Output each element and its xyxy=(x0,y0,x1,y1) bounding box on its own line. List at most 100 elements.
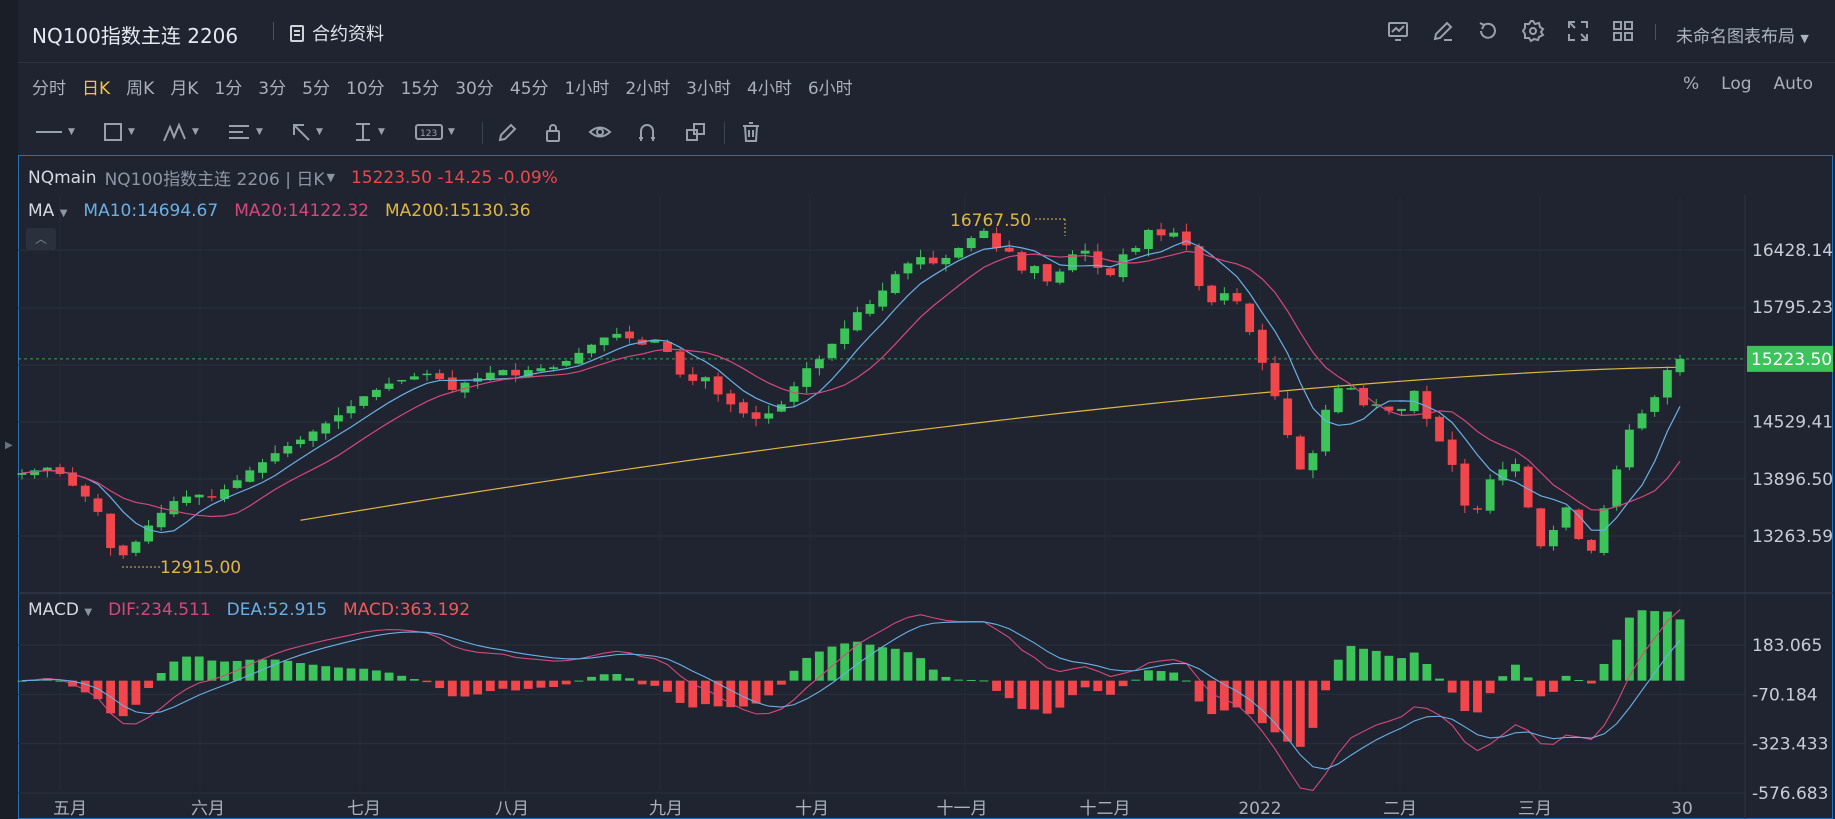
layout-label: 未命名图表布局 xyxy=(1676,27,1795,47)
rectangle-tool[interactable]: ▼ xyxy=(102,118,135,146)
clone-tool[interactable] xyxy=(684,118,708,146)
delete-tool[interactable] xyxy=(740,118,762,146)
time-axis-label: 三月 xyxy=(1518,799,1552,819)
candle-body xyxy=(701,377,710,382)
candle-body xyxy=(751,412,761,419)
candle-body xyxy=(903,263,913,274)
candle-body xyxy=(802,368,812,387)
fullscreen-icon[interactable] xyxy=(1565,18,1591,44)
candle-body xyxy=(1017,252,1027,271)
period-tab-7[interactable]: 10分 xyxy=(345,79,385,99)
edit-icon[interactable] xyxy=(1430,18,1456,44)
pattern-tool[interactable]: ▼ xyxy=(162,118,199,146)
refresh-icon[interactable] xyxy=(1475,18,1501,44)
period-tab-14[interactable]: 4小时 xyxy=(747,79,792,99)
macd-bar xyxy=(1637,610,1647,681)
measure-tool[interactable]: ▼ xyxy=(352,118,385,146)
scale-option-0[interactable]: % xyxy=(1682,74,1700,94)
macd-bar xyxy=(1207,680,1217,715)
visibility-tool[interactable] xyxy=(588,118,612,146)
period-tab-5[interactable]: 3分 xyxy=(258,79,287,99)
legend-name[interactable]: NQ100指数主连 2206 | 日K xyxy=(104,170,325,190)
candle-body xyxy=(30,470,40,476)
candle-body xyxy=(1143,229,1153,249)
pencil-tool[interactable] xyxy=(496,118,518,146)
candle-body xyxy=(1371,404,1381,406)
caret-down-icon[interactable]: ▼ xyxy=(326,171,335,184)
candle-body xyxy=(814,359,824,369)
period-tab-2[interactable]: 周K xyxy=(126,79,155,99)
macd-bar xyxy=(1156,671,1166,681)
period-tab-3[interactable]: 月K xyxy=(170,79,199,99)
lock-tool[interactable] xyxy=(542,118,564,146)
macd-bar xyxy=(688,680,698,708)
layout-selector[interactable]: 未命名图表布局 ▼ xyxy=(1676,22,1809,47)
candle-body xyxy=(1181,231,1191,246)
number-tool[interactable]: 123 ▼ xyxy=(414,118,455,146)
candle-body xyxy=(1093,251,1103,268)
period-tab-6[interactable]: 5分 xyxy=(302,79,330,99)
line-tool[interactable]: ▼ xyxy=(34,118,75,146)
symbol-title[interactable]: NQ100指数主连 2206 xyxy=(32,24,239,48)
arrow-tool[interactable]: ▼ xyxy=(290,118,323,146)
contract-info-button[interactable]: 合约资料 xyxy=(290,20,384,46)
settings-icon[interactable] xyxy=(1520,18,1546,44)
magnet-tool[interactable] xyxy=(636,118,658,146)
macd-bar xyxy=(612,674,622,681)
period-tab-8[interactable]: 15分 xyxy=(400,79,440,99)
macd-bar xyxy=(1308,680,1318,728)
candle-body xyxy=(1447,439,1457,465)
chart-icon[interactable] xyxy=(1385,18,1411,44)
candle-body xyxy=(536,368,546,372)
macd-label[interactable]: MACD ▼ xyxy=(28,600,93,620)
text-tool[interactable]: ▼ xyxy=(226,118,263,146)
left-collapse-strip[interactable]: ▶ xyxy=(0,0,18,819)
macd-bar xyxy=(928,669,938,681)
ma-label[interactable]: MA ▼ xyxy=(28,201,68,221)
candle-body xyxy=(1435,416,1444,442)
ma20-line xyxy=(21,250,1681,518)
macd-bar xyxy=(1295,680,1305,747)
legend-price: 15223.50 -14.25 -0.09% xyxy=(350,167,558,188)
scale-option-2[interactable]: Auto xyxy=(1773,74,1813,94)
macd-bar xyxy=(1080,680,1090,688)
period-tab-11[interactable]: 1小时 xyxy=(564,79,610,99)
candle-body xyxy=(789,386,799,402)
contract-info-label: 合约资料 xyxy=(312,24,384,45)
macd-bar xyxy=(1549,680,1558,692)
collapse-legend-button[interactable]: ︿ xyxy=(26,228,56,250)
candle-body xyxy=(220,489,229,499)
line-tool-icon xyxy=(36,131,62,133)
period-tab-1[interactable]: 日K xyxy=(82,79,111,99)
macd-bar xyxy=(1042,680,1052,714)
period-tab-15[interactable]: 6小时 xyxy=(807,79,853,99)
period-tab-0[interactable]: 分时 xyxy=(32,79,66,99)
candle-body xyxy=(283,445,293,454)
time-axis-label: 2022 xyxy=(1238,799,1281,819)
candle-body xyxy=(1536,508,1546,547)
macd-bar xyxy=(1662,611,1672,681)
magnet-icon xyxy=(639,124,655,141)
macd-bar xyxy=(814,651,824,681)
macd-bar xyxy=(954,679,964,681)
macd-bar xyxy=(916,658,926,681)
grid-icon[interactable] xyxy=(1610,18,1636,44)
period-tab-9[interactable]: 30分 xyxy=(455,79,494,99)
candle-body xyxy=(1637,413,1647,429)
expand-arrow-icon[interactable]: ▶ xyxy=(5,440,13,451)
period-tab-4[interactable]: 1分 xyxy=(214,79,243,99)
candle-body xyxy=(1245,303,1255,333)
period-tab-12[interactable]: 2小时 xyxy=(625,79,671,99)
ma20-value: MA20:14122.32 xyxy=(234,201,369,221)
time-axis-label: 七月 xyxy=(347,799,381,819)
macd-bar xyxy=(460,680,470,697)
period-tab-10[interactable]: 45分 xyxy=(509,79,549,99)
macd-bar xyxy=(55,680,65,682)
period-tab-13[interactable]: 3小时 xyxy=(686,79,731,99)
scale-option-1[interactable]: Log xyxy=(1721,74,1752,94)
candle-body xyxy=(954,248,964,258)
number-tool-icon: 123 xyxy=(415,124,443,140)
price-tick-label: 14529.41 xyxy=(1752,413,1833,433)
macd-bar xyxy=(827,646,837,681)
